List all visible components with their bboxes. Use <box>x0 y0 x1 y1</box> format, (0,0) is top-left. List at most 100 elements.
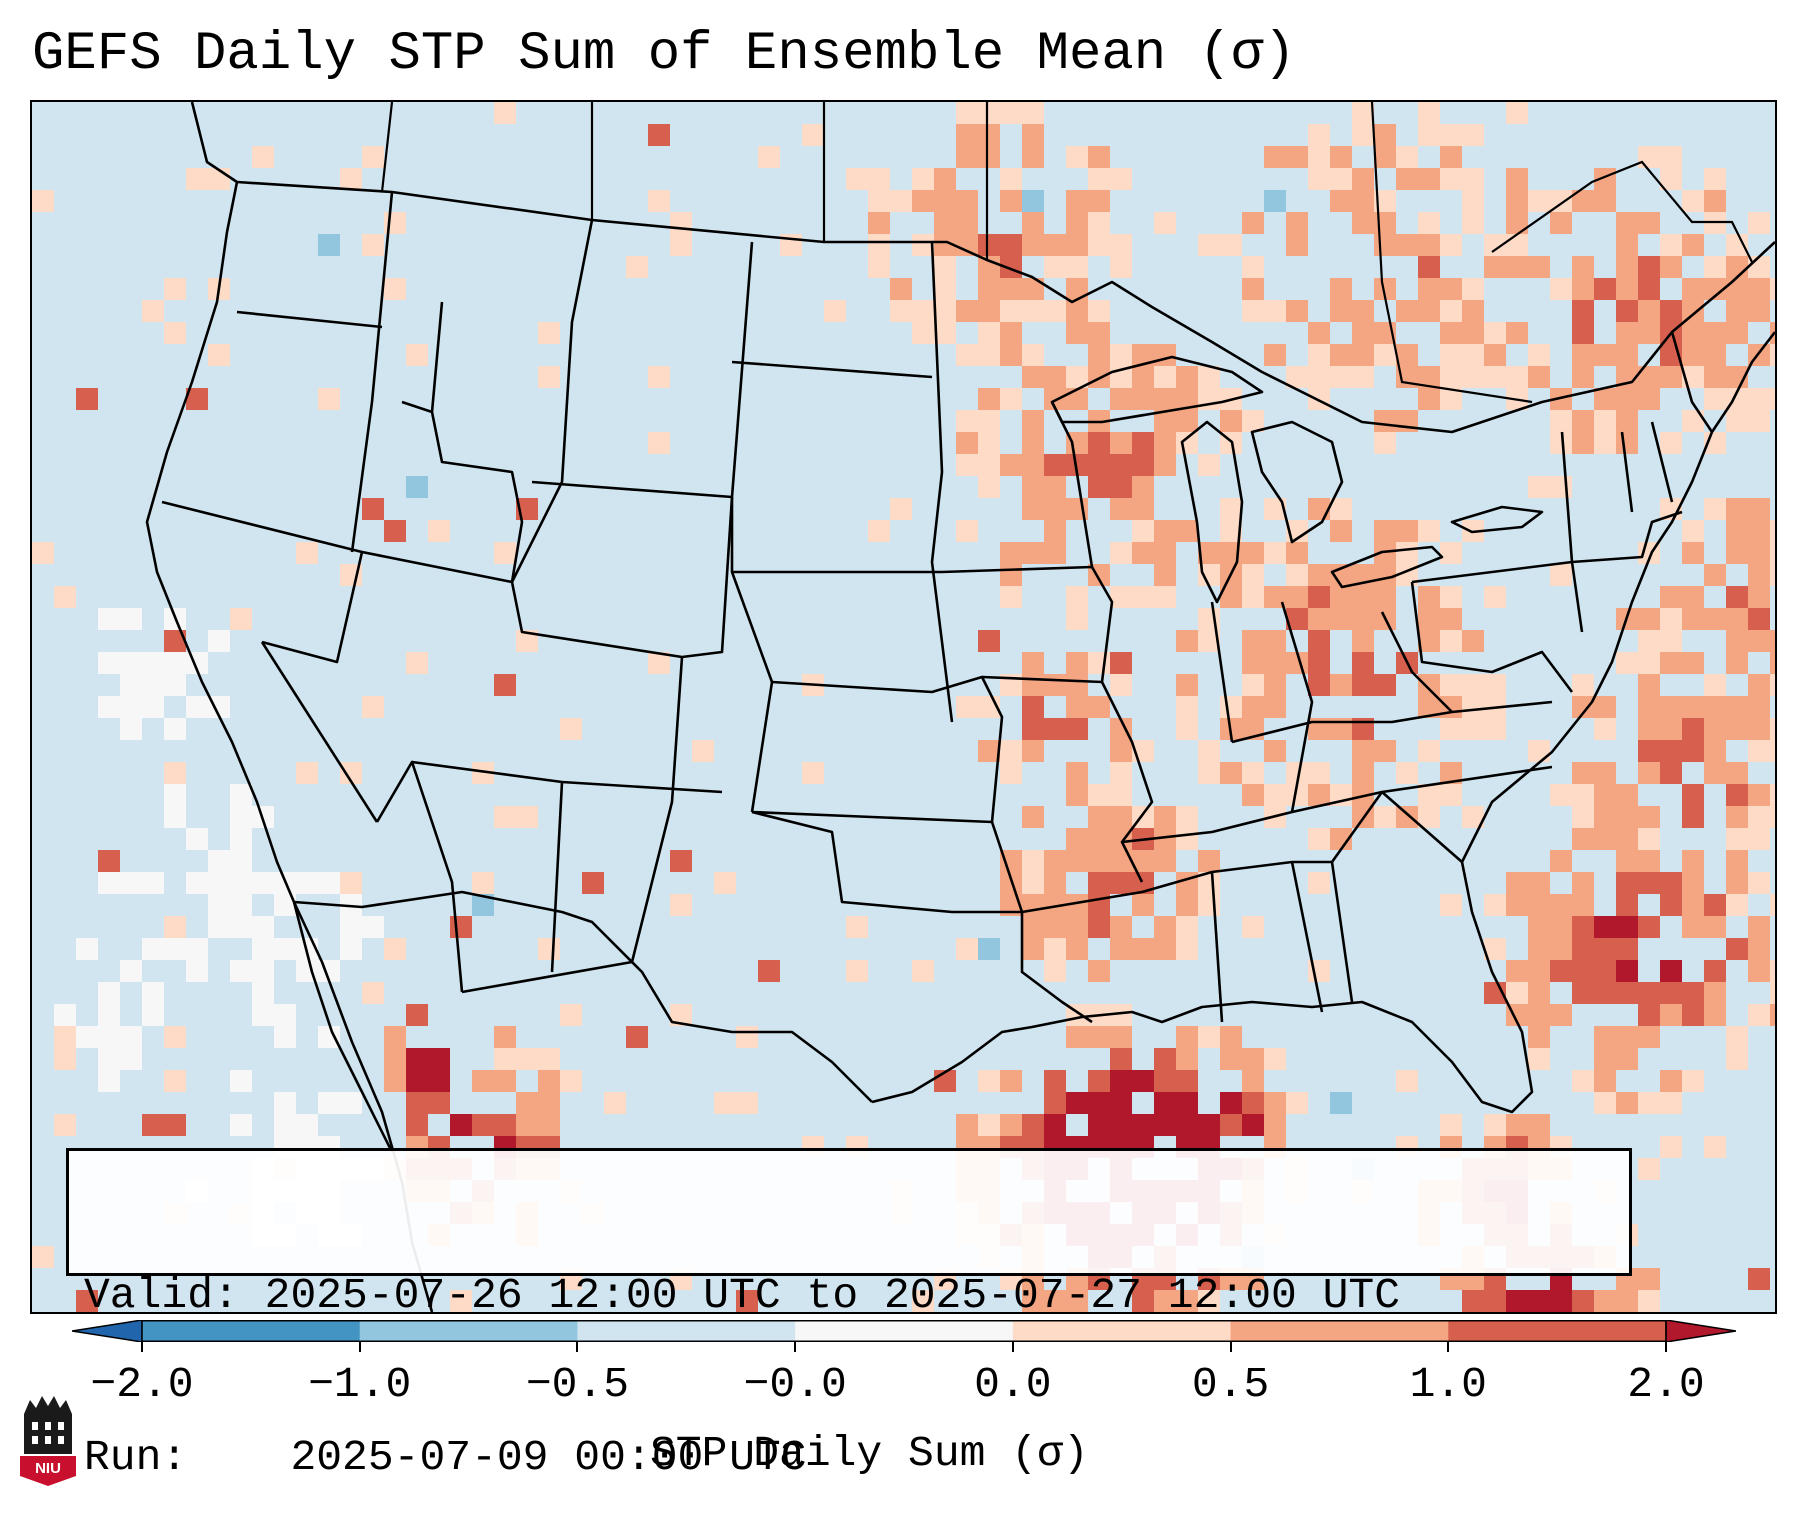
anomaly-cell <box>978 476 1000 498</box>
anomaly-cell <box>1352 300 1374 322</box>
anomaly-cell <box>1440 344 1462 366</box>
anomaly-cell <box>1682 344 1704 366</box>
anomaly-cell <box>1330 586 1352 608</box>
anomaly-cell <box>164 938 186 960</box>
anomaly-cell <box>274 894 296 916</box>
anomaly-cell <box>1770 630 1775 652</box>
anomaly-cell <box>1352 718 1374 740</box>
anomaly-cell <box>1550 960 1572 982</box>
anomaly-cell <box>1066 388 1088 410</box>
anomaly-cell <box>1572 322 1594 344</box>
anomaly-cell <box>1308 608 1330 630</box>
anomaly-cell <box>1726 850 1748 872</box>
anomaly-cell <box>1704 718 1726 740</box>
anomaly-cell <box>1572 300 1594 322</box>
colorbar-tick-label: 0.0 <box>974 1360 1052 1409</box>
anomaly-cell <box>1748 586 1770 608</box>
anomaly-cell <box>1286 586 1308 608</box>
anomaly-cell <box>1066 894 1088 916</box>
anomaly-cell <box>1352 124 1374 146</box>
colorbar-tick-mark <box>1447 1342 1450 1352</box>
anomaly-cell <box>1528 894 1550 916</box>
anomaly-cell <box>1726 520 1748 542</box>
anomaly-cell <box>32 542 54 564</box>
anomaly-cell <box>1660 300 1682 322</box>
anomaly-cell <box>1418 520 1440 542</box>
anomaly-cell <box>1176 938 1198 960</box>
anomaly-cell <box>1044 476 1066 498</box>
anomaly-cell <box>1550 1004 1572 1026</box>
anomaly-cell <box>428 1048 450 1070</box>
anomaly-cell <box>472 872 494 894</box>
anomaly-cell <box>1352 586 1374 608</box>
anomaly-cell <box>230 960 252 982</box>
anomaly-cell <box>1264 344 1286 366</box>
anomaly-cell <box>648 124 670 146</box>
anomaly-cell <box>1462 718 1484 740</box>
anomaly-cell <box>1418 212 1440 234</box>
anomaly-cell <box>1638 762 1660 784</box>
anomaly-cell <box>1462 322 1484 344</box>
anomaly-cell <box>1660 982 1682 1004</box>
anomaly-cell <box>868 190 890 212</box>
anomaly-cell <box>956 146 978 168</box>
anomaly-cell <box>1616 1026 1638 1048</box>
anomaly-cell <box>1748 784 1770 806</box>
anomaly-cell <box>1770 322 1775 344</box>
anomaly-cell <box>1704 674 1726 696</box>
anomaly-cell <box>1748 938 1770 960</box>
anomaly-cell <box>230 784 252 806</box>
anomaly-cell <box>1352 674 1374 696</box>
run-line: Run: 2025-07-09 00:00 UTC <box>84 1431 1629 1485</box>
anomaly-cell <box>1066 1092 1088 1114</box>
anomaly-cell <box>1660 432 1682 454</box>
anomaly-cell <box>1110 674 1132 696</box>
anomaly-cell <box>1462 344 1484 366</box>
anomaly-cell <box>1022 476 1044 498</box>
anomaly-cell <box>1088 212 1110 234</box>
anomaly-cell <box>956 454 978 476</box>
anomaly-cell <box>1572 432 1594 454</box>
anomaly-cell <box>98 608 120 630</box>
anomaly-cell <box>1660 872 1682 894</box>
anomaly-cell <box>1550 938 1572 960</box>
anomaly-cell <box>142 1114 164 1136</box>
anomaly-cell <box>76 388 98 410</box>
anomaly-cell <box>1506 982 1528 1004</box>
anomaly-cell <box>1176 1114 1198 1136</box>
anomaly-cell <box>890 300 912 322</box>
anomaly-cell <box>1374 520 1396 542</box>
anomaly-cell <box>1638 674 1660 696</box>
anomaly-cell <box>1660 1136 1682 1158</box>
anomaly-cell <box>98 1048 120 1070</box>
anomaly-cell <box>1066 1290 1088 1312</box>
anomaly-cell <box>1242 916 1264 938</box>
anomaly-cell <box>186 168 208 190</box>
anomaly-cell <box>1110 652 1132 674</box>
anomaly-cell <box>362 916 384 938</box>
anomaly-cell <box>1572 410 1594 432</box>
anomaly-cell <box>1352 102 1374 124</box>
anomaly-cell <box>1418 102 1440 124</box>
anomaly-cell <box>1022 432 1044 454</box>
anomaly-cell <box>1682 696 1704 718</box>
anomaly-cell <box>1132 344 1154 366</box>
anomaly-cell <box>1110 916 1132 938</box>
anomaly-cell <box>1418 608 1440 630</box>
anomaly-cell <box>1528 1026 1550 1048</box>
anomaly-cell <box>1022 872 1044 894</box>
anomaly-cell <box>1682 652 1704 674</box>
anomaly-cell <box>538 322 560 344</box>
anomaly-cell <box>1044 718 1066 740</box>
anomaly-cell <box>1066 674 1088 696</box>
anomaly-cell <box>1242 1114 1264 1136</box>
anomaly-cell <box>1594 344 1616 366</box>
anomaly-cell <box>1022 674 1044 696</box>
anomaly-cell <box>1704 696 1726 718</box>
anomaly-cell <box>1088 234 1110 256</box>
anomaly-cell <box>1572 278 1594 300</box>
anomaly-cell <box>1572 1290 1594 1312</box>
chart-title: GEFS Daily STP Sum of Ensemble Mean (σ) <box>32 24 1296 85</box>
anomaly-cell <box>494 102 516 124</box>
anomaly-cell <box>1110 1114 1132 1136</box>
